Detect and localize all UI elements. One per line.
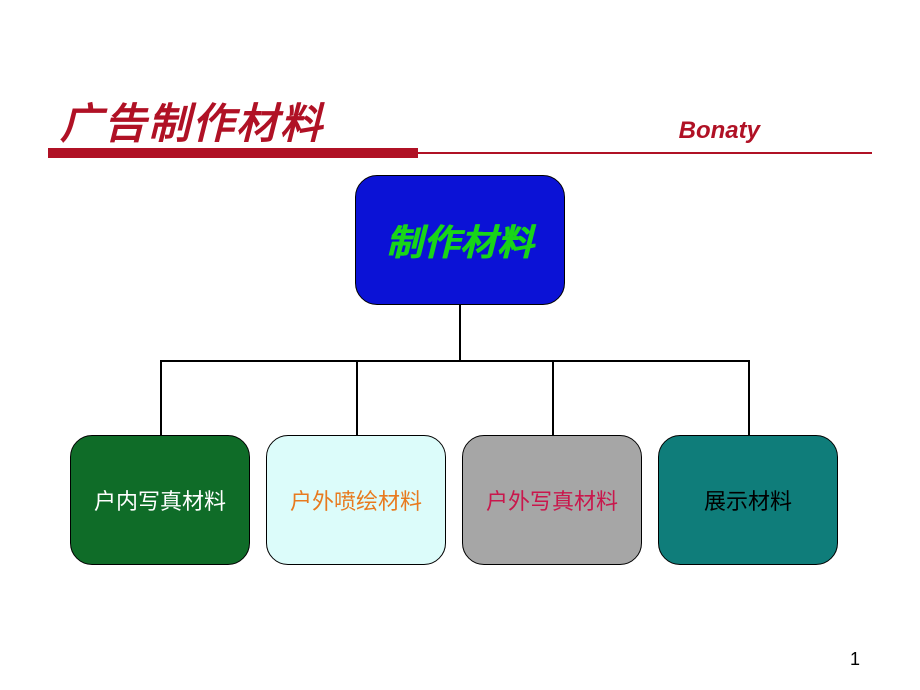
child-label-3: 户外写真材料 <box>486 484 618 516</box>
connector-drop-3 <box>552 360 554 435</box>
child-node-4: 展示材料 <box>658 435 838 565</box>
root-node: 制作材料 <box>355 175 565 305</box>
connector-drop-1 <box>160 360 162 435</box>
org-chart: 制作材料 户内写真材料 户外喷绘材料 户外写真材料 展示材料 <box>0 175 920 595</box>
connector-drop-4 <box>748 360 750 435</box>
connector-horizontal <box>160 360 748 362</box>
child-label-1: 户内写真材料 <box>94 484 226 516</box>
page-number: 1 <box>850 649 860 670</box>
connector-drop-2 <box>356 360 358 435</box>
root-label: 制作材料 <box>386 214 534 266</box>
connector-root-down <box>459 305 461 360</box>
page-title: 广告制作材料 <box>60 90 324 151</box>
child-label-2: 户外喷绘材料 <box>290 484 422 516</box>
child-node-3: 户外写真材料 <box>462 435 642 565</box>
header: 广告制作材料 Bonaty <box>60 90 860 151</box>
title-underline-thin <box>48 152 872 154</box>
child-node-1: 户内写真材料 <box>70 435 250 565</box>
brand-subtitle: Bonaty <box>679 117 760 145</box>
child-node-2: 户外喷绘材料 <box>266 435 446 565</box>
child-label-4: 展示材料 <box>704 484 792 516</box>
